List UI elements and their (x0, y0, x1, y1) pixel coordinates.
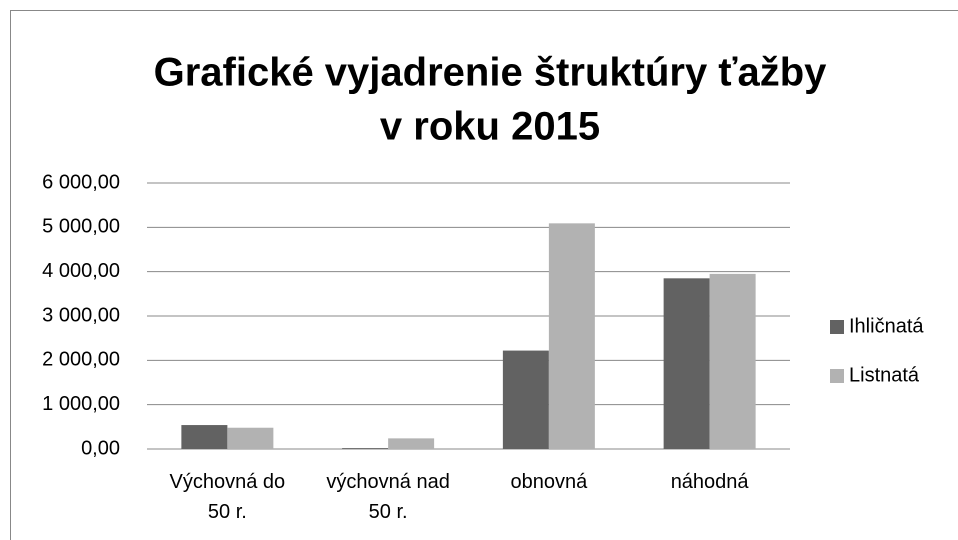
bar (181, 425, 228, 449)
bar (709, 273, 756, 449)
bar (663, 278, 710, 449)
bar (548, 223, 595, 449)
x-tick-label: Výchovná do 50 r. (169, 471, 286, 523)
y-tick-label: 2 000,00 (42, 349, 120, 371)
y-tick-label: 4 000,00 (42, 260, 120, 282)
chart-title: v roku 2015 (380, 105, 600, 149)
y-tick-label: 0,00 (81, 437, 120, 459)
bar (342, 448, 389, 449)
x-tick-label: výchovná nad 50 r. (326, 471, 450, 523)
legend-label: Ihličnatá (849, 315, 924, 337)
y-tick-label: 5 000,00 (42, 216, 120, 238)
x-tick-label: obnovná (510, 471, 588, 493)
bar (502, 350, 549, 449)
y-tick-label: 6 000,00 (42, 171, 120, 193)
bar (388, 438, 435, 449)
y-tick-label: 1 000,00 (42, 393, 120, 415)
legend-swatch (830, 369, 844, 383)
chart-title: Grafické vyjadrenie štruktúry ťažby (154, 51, 828, 95)
bar (227, 427, 274, 449)
y-tick-label: 3 000,00 (42, 304, 120, 326)
x-tick-label: náhodná (670, 471, 749, 493)
legend-swatch (830, 320, 844, 334)
legend-label: Listnatá (849, 364, 920, 386)
chart-border (10, 10, 958, 540)
